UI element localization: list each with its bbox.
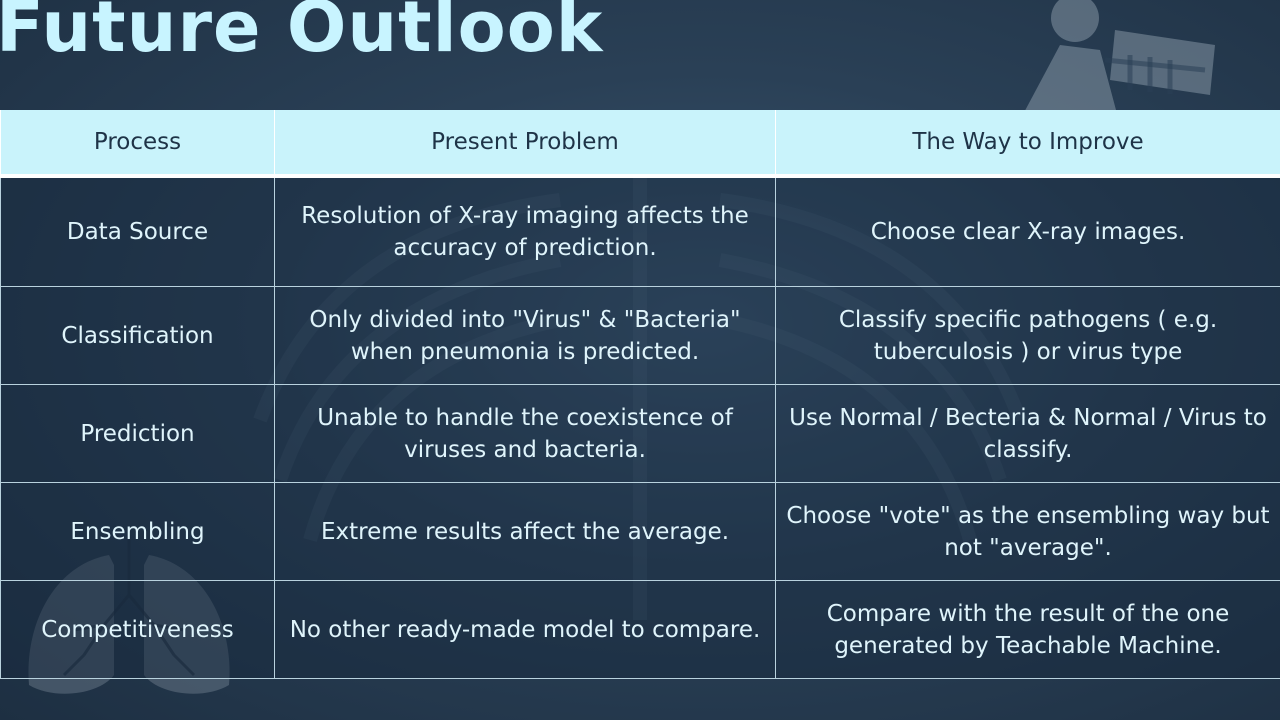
process-cell: Data Source — [0, 175, 275, 287]
table-row: Competitiveness No other ready-made mode… — [0, 580, 1280, 679]
process-cell: Prediction — [0, 384, 275, 483]
problem-cell: Only divided into "Virus" & "Bacteria" w… — [274, 286, 776, 385]
header-way-to-improve: The Way to Improve — [775, 110, 1280, 178]
slide-title: Future Outlook — [0, 0, 604, 68]
header-process: Process — [0, 110, 275, 178]
table-row: Ensembling Extreme results affect the av… — [0, 482, 1280, 581]
table-row: Classification Only divided into "Virus"… — [0, 286, 1280, 385]
problem-cell: Unable to handle the coexistence of viru… — [274, 384, 776, 483]
improvement-cell: Choose clear X-ray images. — [775, 175, 1280, 287]
table-header-row: Process Present Problem The Way to Impro… — [0, 110, 1280, 178]
header-present-problem: Present Problem — [274, 110, 776, 178]
process-cell: Competitiveness — [0, 580, 275, 679]
process-cell: Classification — [0, 286, 275, 385]
problem-cell: Extreme results affect the average. — [274, 482, 776, 581]
improvement-cell: Compare with the result of the one gener… — [775, 580, 1280, 679]
future-outlook-table: Process Present Problem The Way to Impro… — [0, 110, 1280, 679]
process-cell: Ensembling — [0, 482, 275, 581]
problem-cell: No other ready-made model to compare. — [274, 580, 776, 679]
improvement-cell: Choose "vote" as the ensembling way but … — [775, 482, 1280, 581]
table-row: Prediction Unable to handle the coexiste… — [0, 384, 1280, 483]
table-row: Data Source Resolution of X-ray imaging … — [0, 175, 1280, 287]
improvement-cell: Classify specific pathogens ( e.g. tuber… — [775, 286, 1280, 385]
problem-cell: Resolution of X-ray imaging affects the … — [274, 175, 776, 287]
improvement-cell: Use Normal / Becteria & Normal / Virus t… — [775, 384, 1280, 483]
